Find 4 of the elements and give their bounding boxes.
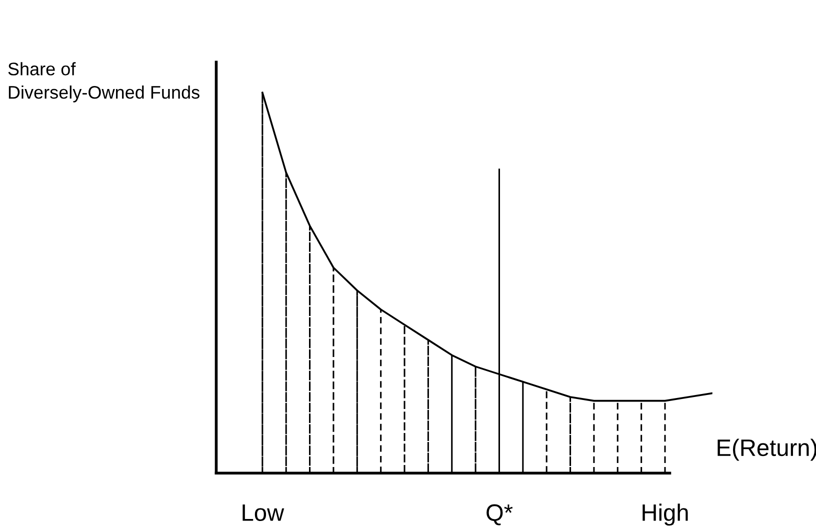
y-axis-title: Share of Diversely-Owned Funds — [8, 62, 200, 102]
x-tick-label: Q* — [486, 504, 513, 526]
x-tick-label: High — [642, 504, 688, 526]
x-tick-label: Low — [242, 504, 284, 522]
